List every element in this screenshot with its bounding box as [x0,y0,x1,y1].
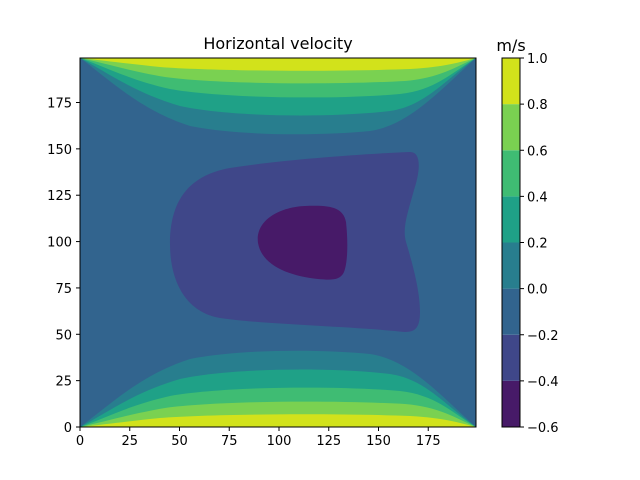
colorbar: −0.6 −0.4 −0.2 0.0 0.2 0.4 0.6 0.8 1.0 [501,52,559,436]
x-tick-label: 100 [267,434,292,449]
colorbar-tick-label: 0.2 [527,237,548,252]
contour-band-top-0.8 [80,58,476,71]
colorbar-segment [502,58,520,105]
y-tick-label: 25 [55,375,72,390]
y-tick-label: 175 [47,97,72,112]
x-tick-label: 175 [416,434,441,449]
x-tick-label: 50 [171,434,188,449]
chart-title: Horizontal velocity [203,34,352,53]
colorbar-segment [502,242,520,289]
colorbar-label: m/s [496,36,525,55]
x-tick-label: 25 [121,434,138,449]
contour-field [80,58,476,427]
colorbar-tick-label: 1.0 [527,52,548,67]
colorbar-tick-label: −0.6 [527,421,559,436]
y-axis: 0 25 50 75 100 125 150 175 [47,97,80,436]
colorbar-tick-label: 0.0 [527,283,548,298]
colorbar-tick-label: 0.8 [527,98,548,113]
colorbar-tick-label: −0.4 [527,375,559,390]
y-tick-label: 125 [47,189,72,204]
colorbar-segment [502,150,520,197]
contour-band-bottom-0.8 [80,414,476,427]
colorbar-segment [502,334,520,381]
colorbar-segment [502,104,520,151]
x-tick-label: 150 [366,434,391,449]
x-tick-label: 0 [76,434,84,449]
x-tick-label: 75 [221,434,238,449]
colorbar-tick-label: 0.6 [527,144,548,159]
contour-band-center [257,205,348,280]
colorbar-segment [502,196,520,243]
y-tick-label: 0 [64,421,72,436]
y-tick-label: 100 [47,236,72,251]
x-tick-label: 125 [316,434,341,449]
colorbar-tick-label: −0.2 [527,329,559,344]
colorbar-segment [502,380,520,427]
y-tick-label: 50 [55,328,72,343]
y-tick-label: 75 [55,282,72,297]
y-tick-label: 150 [47,143,72,158]
plot-frame [79,57,477,428]
x-axis: 0 25 50 75 100 125 150 175 [76,427,441,449]
colorbar-tick-label: 0.4 [527,190,548,205]
colorbar-segment [502,288,520,335]
